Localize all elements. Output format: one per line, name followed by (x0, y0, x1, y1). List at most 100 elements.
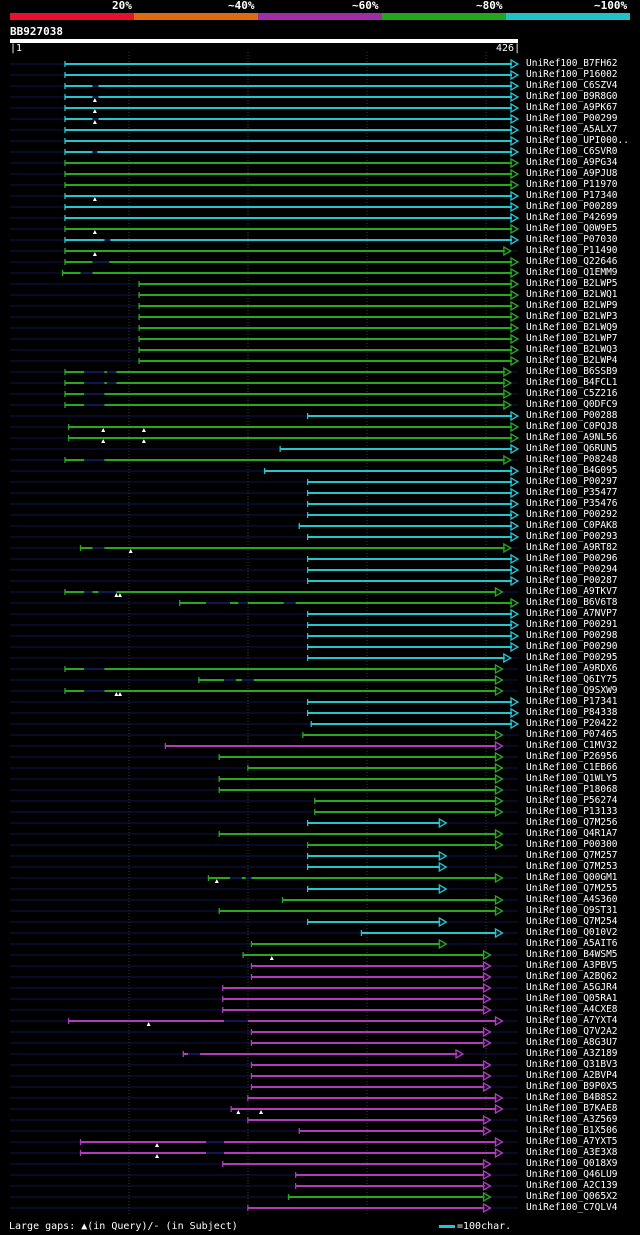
hit-label[interactable]: UniRef100_C6SVR0 (526, 146, 618, 157)
hit-label[interactable]: UniRef100_P35476 (526, 498, 618, 509)
hit-label[interactable]: UniRef100_P00299 (526, 113, 618, 124)
hit-label[interactable]: UniRef100_A9RT82 (526, 542, 618, 553)
hit-label[interactable]: UniRef100_B2LWP3 (526, 311, 618, 322)
hit-label[interactable]: UniRef100_A8G3U7 (526, 1037, 618, 1048)
hit-label[interactable]: UniRef100_Q6IY75 (526, 674, 618, 685)
hit-label[interactable]: UniRef100_A3Z569 (526, 1114, 618, 1125)
hit-label[interactable]: UniRef100_C1MV32 (526, 740, 618, 751)
hit-label[interactable]: UniRef100_P00300 (526, 839, 618, 850)
hit-label[interactable]: UniRef100_Q018X9 (526, 1158, 618, 1169)
hit-label[interactable]: UniRef100_B9P0X5 (526, 1081, 618, 1092)
hit-label[interactable]: UniRef100_Q4R1A7 (526, 828, 618, 839)
hit-label[interactable]: UniRef100_P00289 (526, 201, 618, 212)
hit-label[interactable]: UniRef100_Q6RUN5 (526, 443, 618, 454)
hit-label[interactable]: UniRef100_A5ALX7 (526, 124, 618, 135)
hit-label[interactable]: UniRef100_P13133 (526, 806, 618, 817)
hit-label[interactable]: UniRef100_A4S360 (526, 894, 618, 905)
hit-label[interactable]: UniRef100_P00294 (526, 564, 618, 575)
hit-label[interactable]: UniRef100_P00292 (526, 509, 618, 520)
hit-label[interactable]: UniRef100_A7YXT4 (526, 1015, 618, 1026)
hit-label[interactable]: UniRef100_P17340 (526, 190, 618, 201)
hit-label[interactable]: UniRef100_Q46LU9 (526, 1169, 618, 1180)
hit-label[interactable]: UniRef100_B6V6T8 (526, 597, 618, 608)
hit-label[interactable]: UniRef100_Q7M254 (526, 916, 618, 927)
hit-label[interactable]: UniRef100_P00297 (526, 476, 618, 487)
hit-label[interactable]: UniRef100_P00293 (526, 531, 618, 542)
hit-label[interactable]: UniRef100_A2BQ62 (526, 971, 618, 982)
hit-label[interactable]: UniRef100_A3Z189 (526, 1048, 618, 1059)
hit-label[interactable]: UniRef100_A5AIT6 (526, 938, 618, 949)
hit-label[interactable]: UniRef100_B9R8G0 (526, 91, 618, 102)
hit-label[interactable]: UniRef100_A9PK67 (526, 102, 618, 113)
hit-label[interactable]: UniRef100_P00291 (526, 619, 618, 630)
hit-label[interactable]: UniRef100_P00298 (526, 630, 618, 641)
hit-label[interactable]: UniRef100_C6SZV4 (526, 80, 618, 91)
hit-label[interactable]: UniRef100_A9RDX6 (526, 663, 618, 674)
hit-label[interactable]: UniRef100_B7FH62 (526, 58, 618, 69)
hit-label[interactable]: UniRef100_P42699 (526, 212, 618, 223)
hit-label[interactable]: UniRef100_A7YXT5 (526, 1136, 618, 1147)
hit-label[interactable]: UniRef100_A7NVP7 (526, 608, 618, 619)
hit-label[interactable]: UniRef100_C7QLV4 (526, 1202, 618, 1213)
hit-label[interactable]: UniRef100_Q065X2 (526, 1191, 618, 1202)
hit-label[interactable]: UniRef100_P00296 (526, 553, 618, 564)
hit-label[interactable]: UniRef100_P84338 (526, 707, 618, 718)
hit-label[interactable]: UniRef100_P11490 (526, 245, 618, 256)
hit-label[interactable]: UniRef100_Q22646 (526, 256, 618, 267)
hit-label[interactable]: UniRef100_A9PG34 (526, 157, 618, 168)
hit-label[interactable]: UniRef100_P17341 (526, 696, 618, 707)
hit-label[interactable]: UniRef100_P20422 (526, 718, 618, 729)
hit-label[interactable]: UniRef100_B2LWQ3 (526, 344, 618, 355)
hit-label[interactable]: UniRef100_P00295 (526, 652, 618, 663)
hit-label[interactable]: UniRef100_B4WSM5 (526, 949, 618, 960)
hit-label[interactable]: UniRef100_C1EB66 (526, 762, 618, 773)
hit-label[interactable]: UniRef100_Q0DFC9 (526, 399, 618, 410)
hit-label[interactable]: UniRef100_B2LWP7 (526, 333, 618, 344)
hit-label[interactable]: UniRef100_P07465 (526, 729, 618, 740)
hit-label[interactable]: UniRef100_B2LWP4 (526, 355, 618, 366)
hit-label[interactable]: UniRef100_C5Z216 (526, 388, 618, 399)
hit-label[interactable]: UniRef100_A9PJU8 (526, 168, 618, 179)
hit-label[interactable]: UniRef100_P00290 (526, 641, 618, 652)
hit-label[interactable]: UniRef100_Q0W9E5 (526, 223, 618, 234)
hit-label[interactable]: UniRef100_A9TKV7 (526, 586, 618, 597)
hit-label[interactable]: UniRef100_C0PAK8 (526, 520, 618, 531)
hit-label[interactable]: UniRef100_B4FCL1 (526, 377, 618, 388)
hit-label[interactable]: UniRef100_Q1WLY5 (526, 773, 618, 784)
hit-label[interactable]: UniRef100_P18068 (526, 784, 618, 795)
hit-label[interactable]: UniRef100_P08248 (526, 454, 618, 465)
hit-label[interactable]: UniRef100_P07030 (526, 234, 618, 245)
hit-label[interactable]: UniRef100_Q010V2 (526, 927, 618, 938)
hit-label[interactable]: UniRef100_A4CXE8 (526, 1004, 618, 1015)
hit-label[interactable]: UniRef100_P35477 (526, 487, 618, 498)
hit-label[interactable]: UniRef100_B6SSB9 (526, 366, 618, 377)
hit-label[interactable]: UniRef100_Q7M257 (526, 850, 618, 861)
hit-label[interactable]: UniRef100_A2BVP4 (526, 1070, 618, 1081)
hit-label[interactable]: UniRef100_A9NL56 (526, 432, 618, 443)
hit-label[interactable]: UniRef100_Q7M253 (526, 861, 618, 872)
hit-label[interactable]: UniRef100_Q7V2A2 (526, 1026, 618, 1037)
hit-label[interactable]: UniRef100_Q1EMM9 (526, 267, 618, 278)
hit-label[interactable]: UniRef100_B1X506 (526, 1125, 618, 1136)
hit-label[interactable]: UniRef100_B2LWP9 (526, 300, 618, 311)
hit-label[interactable]: UniRef100_A3PBV5 (526, 960, 618, 971)
hit-label[interactable]: UniRef100_Q9SXW9 (526, 685, 618, 696)
hit-label[interactable]: UniRef100_B7KAE8 (526, 1103, 618, 1114)
hit-label[interactable]: UniRef100_Q05RA1 (526, 993, 618, 1004)
hit-label[interactable]: UniRef100_P16002 (526, 69, 618, 80)
hit-label[interactable]: UniRef100_C0PQJ8 (526, 421, 618, 432)
hit-label[interactable]: UniRef100_Q7M255 (526, 883, 618, 894)
hit-label[interactable]: UniRef100_B2LWQ1 (526, 289, 618, 300)
hit-label[interactable]: UniRef100_Q31BV3 (526, 1059, 618, 1070)
hit-label[interactable]: UniRef100_P26956 (526, 751, 618, 762)
hit-label[interactable]: UniRef100_B4G095 (526, 465, 618, 476)
hit-label[interactable]: UniRef100_UPI000.. (526, 135, 629, 146)
hit-label[interactable]: UniRef100_B2LWP5 (526, 278, 618, 289)
hit-label[interactable]: UniRef100_Q9ST31 (526, 905, 618, 916)
hit-label[interactable]: UniRef100_P56274 (526, 795, 618, 806)
hit-label[interactable]: UniRef100_B4B8S2 (526, 1092, 618, 1103)
hit-label[interactable]: UniRef100_A3E3X8 (526, 1147, 618, 1158)
hit-label[interactable]: UniRef100_B2LWQ9 (526, 322, 618, 333)
hit-label[interactable]: UniRef100_P11970 (526, 179, 618, 190)
hit-label[interactable]: UniRef100_A5GJR4 (526, 982, 618, 993)
